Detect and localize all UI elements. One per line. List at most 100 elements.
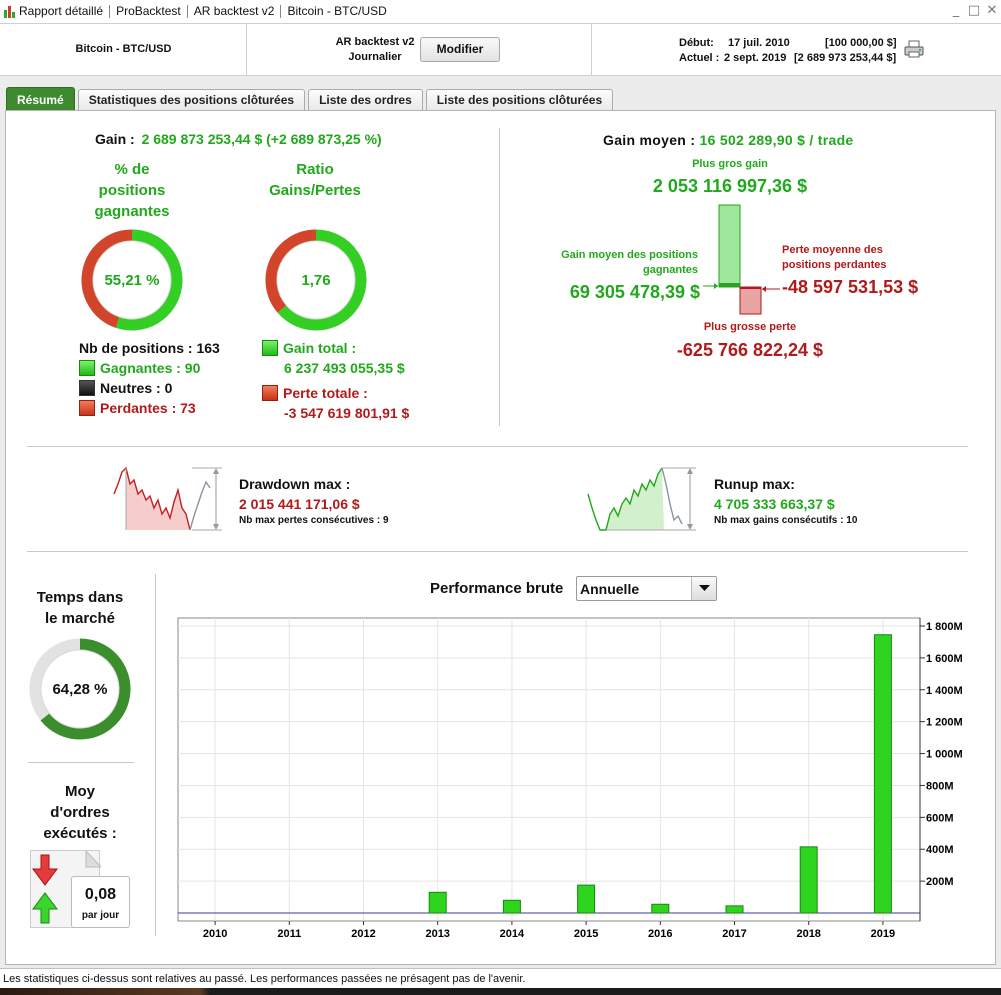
- win-pct-title-line: positions: [98, 182, 166, 199]
- disclaimer-bar: Les statistiques ci-dessus sont relative…: [0, 968, 1001, 988]
- win-pct-remainder-arc: [81, 229, 133, 328]
- avg-gain-value: 16 502 289,90 $ / trade: [699, 132, 854, 148]
- breadcrumb: Rapport détaillé ProBacktest AR backtest…: [4, 4, 387, 18]
- backtest-cell: AR backtest v2 Journalier Modifier: [247, 24, 592, 76]
- start-capital: [100 000,00 $]: [825, 37, 897, 49]
- ratio-value-arc: [277, 229, 367, 331]
- bar-2015: [577, 884, 596, 914]
- win-pct-title-line: % de: [114, 161, 150, 178]
- losers-label: Perdantes :: [100, 400, 177, 416]
- section-divider: [499, 128, 500, 426]
- tab-closed-positions-list[interactable]: Liste des positions clôturées: [425, 89, 614, 111]
- disclaimer-text: Les statistiques ci-dessus sont relative…: [3, 973, 526, 985]
- total-loss-swatch: [262, 385, 278, 401]
- breadcrumb-item[interactable]: ProBacktest: [116, 4, 181, 18]
- current-date: 2 sept. 2019: [724, 52, 787, 64]
- neutral-label: Neutres :: [100, 380, 161, 396]
- printer-icon[interactable]: [904, 39, 924, 59]
- biggest-gain-bar: [718, 204, 741, 288]
- runup-consecutive-value: 10: [846, 515, 858, 526]
- win-pct-value: 55,21 %: [104, 272, 160, 289]
- win-pct-title: % de positions gagnantes: [72, 159, 192, 222]
- x-tick-label: 2016: [648, 928, 672, 940]
- market-time-value: 64,28 %: [52, 681, 108, 698]
- total-loss-row: Perte totale :: [262, 385, 368, 401]
- period-select[interactable]: Annuelle: [576, 576, 717, 601]
- x-tick-label: 2019: [871, 928, 895, 940]
- maximize-button[interactable]: □: [967, 3, 981, 18]
- backtest-name: AR backtest v2: [335, 36, 415, 48]
- orders-title-line: Moy: [65, 783, 95, 800]
- timeframe: Journalier: [348, 51, 402, 63]
- neutral-value: 0: [164, 380, 173, 396]
- x-tick-label: 2017: [722, 928, 746, 940]
- win-pct-donut: [80, 228, 184, 332]
- y-tick-label: 1 400M: [926, 685, 963, 697]
- orders-title-line: d'ordres: [50, 804, 110, 821]
- tab-orders-list[interactable]: Liste des ordres: [308, 89, 423, 111]
- bar-2018: [799, 846, 818, 914]
- market-time-title: Temps dans le marché: [20, 587, 140, 629]
- x-tick-label: 2013: [425, 928, 449, 940]
- start-date: 17 juil. 2010: [728, 37, 790, 49]
- breadcrumb-item[interactable]: Bitcoin - BTC/USD: [287, 4, 387, 18]
- orders-title: Moy d'ordres exécutés :: [20, 781, 140, 844]
- drawdown-chart-icon: [112, 464, 224, 534]
- total-loss-value: -3 547 619 801,91 $: [284, 405, 410, 421]
- runup-consecutive-label: Nb max gains consécutifs :: [714, 515, 844, 526]
- plot-area: [177, 617, 921, 922]
- drawdown-consecutive-value: 9: [382, 515, 389, 526]
- drawdown-consecutive-row: Nb max pertes consécutives : 9: [239, 515, 389, 526]
- x-tick-label: 2010: [203, 928, 227, 940]
- avg-win-label: Gain moyen des positions gagnantes: [530, 248, 698, 278]
- nb-positions-row: Nb de positions : 163: [79, 340, 220, 356]
- breadcrumb-item[interactable]: AR backtest v2: [193, 4, 275, 18]
- close-button[interactable]: ✕: [986, 3, 998, 18]
- total-gain-swatch: [262, 340, 278, 356]
- divider-3: [28, 762, 134, 763]
- gain-loss-bars: [700, 200, 790, 320]
- x-tick-label: 2011: [277, 928, 301, 940]
- losers-row: Perdantes : 73: [79, 400, 196, 416]
- minimize-button[interactable]: _: [952, 3, 960, 18]
- modify-button[interactable]: Modifier: [420, 37, 500, 62]
- gain-value: 2 689 873 253,44 $ (+2 689 873,25 %): [141, 131, 382, 147]
- performance-chart: 200M 400M 600M 800M 1 000M 1 200M 1 400M 1 600M…: [177, 617, 967, 940]
- market-time-donut: [28, 637, 132, 741]
- chevron-down-icon[interactable]: [691, 577, 716, 600]
- avg-gain-title: Gain moyen : 16 502 289,90 $ / trade: [603, 132, 854, 148]
- orders-unit: par jour: [81, 910, 120, 921]
- bar-2013: [428, 891, 447, 914]
- ratio-title-line: Ratio: [296, 161, 334, 178]
- tab-closed-positions-stats[interactable]: Statistiques des positions clôturées: [77, 89, 306, 111]
- ratio-title: Ratio Gains/Pertes: [250, 159, 380, 201]
- biggest-gain-value: 2 053 116 997,36 $: [652, 176, 808, 196]
- runup-value: 4 705 333 663,37 $: [714, 496, 835, 512]
- tab-bar: Résumé Statistiques des positions clôtur…: [6, 87, 614, 111]
- biggest-loss-value: -625 766 822,24 $: [676, 340, 824, 360]
- runup-chart-icon: [586, 464, 698, 534]
- performance-label: Performance brute: [430, 580, 564, 597]
- biggest-gain-label: Plus gros gain: [692, 158, 768, 170]
- x-tick-label: 2012: [351, 928, 375, 940]
- total-loss-label: Perte totale :: [283, 385, 368, 401]
- breadcrumb-item[interactable]: Rapport détaillé: [19, 4, 104, 18]
- current-capital: [2 689 973 253,44 $]: [794, 52, 897, 64]
- total-gain-row: Gain total :: [262, 340, 356, 356]
- performance-chart-svg: 200M 400M 600M 800M 1 000M 1 200M 1 400M 1 600M…: [177, 617, 963, 940]
- avg-loss-value: -48 597 531,53 $: [782, 277, 919, 297]
- winners-label: Gagnantes :: [100, 360, 181, 376]
- drawdown-value: 2 015 441 171,06 $: [239, 496, 360, 512]
- bar-2014: [502, 899, 521, 914]
- total-gain-label: Gain total :: [283, 340, 357, 356]
- winners-row: Gagnantes : 90: [79, 360, 200, 376]
- current-label: Actuel :: [679, 52, 720, 64]
- market-time-remainder-arc: [29, 638, 81, 721]
- avg-gain-label: Gain moyen :: [603, 132, 696, 148]
- tab-summary[interactable]: Résumé: [6, 87, 75, 111]
- x-tick-label: 2014: [500, 928, 525, 940]
- x-tick-label: 2015: [574, 928, 598, 940]
- nb-positions-value: 163: [196, 340, 220, 356]
- taskbar-strip: [0, 988, 1001, 995]
- avg-win-value: 69 305 478,39 $: [569, 282, 700, 302]
